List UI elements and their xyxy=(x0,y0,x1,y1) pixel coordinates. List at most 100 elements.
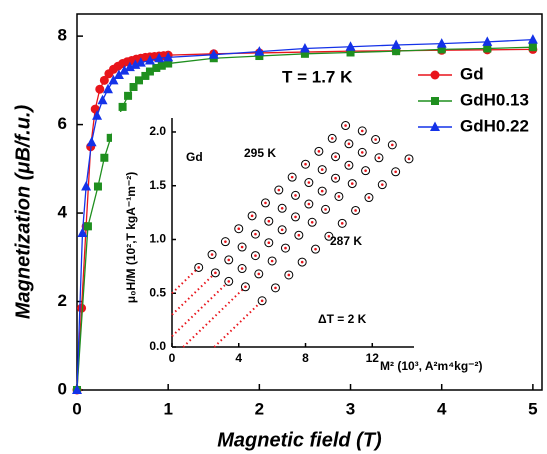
fit-line xyxy=(171,272,217,316)
x-tick-label: 8 xyxy=(302,351,309,365)
marker xyxy=(163,51,174,62)
data-point-center xyxy=(277,188,281,192)
marker xyxy=(483,44,492,53)
marker xyxy=(391,39,402,49)
data-point-center xyxy=(340,222,344,225)
data-point-center xyxy=(240,245,244,249)
y-tick-label: 0.5 xyxy=(149,285,166,299)
marker xyxy=(100,153,109,162)
data-point-center xyxy=(280,207,284,210)
marker xyxy=(106,133,115,142)
marker xyxy=(299,43,310,53)
marker xyxy=(103,83,113,94)
marker xyxy=(164,59,173,68)
data-point-center xyxy=(250,214,254,218)
marker xyxy=(93,182,102,191)
marker xyxy=(135,76,143,85)
data-point-center xyxy=(237,227,241,231)
y-tick-label: 4 xyxy=(58,203,68,222)
marker xyxy=(392,47,401,56)
fit-line xyxy=(213,300,263,348)
data-point-center xyxy=(254,232,257,236)
data-point-center xyxy=(320,189,324,193)
x-tick-label: 4 xyxy=(437,399,447,418)
data-point-center xyxy=(330,137,334,140)
legend-label: GdH0.22 xyxy=(460,116,529,135)
data-point-center xyxy=(380,183,384,186)
annotation: 287 K xyxy=(330,234,362,248)
y-tick-label: 0 xyxy=(58,379,67,398)
data-point-center xyxy=(307,181,311,184)
data-point-center xyxy=(244,285,247,289)
data-point-center xyxy=(214,271,217,275)
data-point-center xyxy=(320,168,324,171)
marker xyxy=(92,110,103,120)
marker xyxy=(77,227,88,237)
x-tick-label: 12 xyxy=(366,351,380,365)
marker xyxy=(141,71,150,80)
fit-line xyxy=(182,286,247,348)
data-point-center xyxy=(327,234,331,238)
data-point-center xyxy=(360,129,364,133)
data-point-center xyxy=(360,151,364,154)
data-point-center xyxy=(264,201,267,205)
data-point-center xyxy=(267,219,271,223)
data-point-center xyxy=(344,124,347,127)
data-point-center xyxy=(290,175,294,179)
marker xyxy=(72,384,82,394)
x-tick-label: 4 xyxy=(235,351,242,365)
data-point-center xyxy=(284,246,287,250)
data-point-center xyxy=(391,143,394,147)
marker xyxy=(99,75,109,85)
data-point-center xyxy=(374,138,377,141)
data-point-center xyxy=(227,280,231,283)
x-tick-label: 2 xyxy=(255,399,264,418)
marker xyxy=(113,69,124,80)
data-point-center xyxy=(394,170,397,174)
marker xyxy=(95,84,105,94)
x-axis-label: Magnetic field (T) xyxy=(217,429,382,451)
marker xyxy=(436,38,447,48)
marker xyxy=(528,43,537,52)
data-point-center xyxy=(267,241,271,245)
x-tick-label: 3 xyxy=(346,399,355,418)
marker xyxy=(255,52,264,61)
marker xyxy=(482,36,493,46)
data-point-center xyxy=(324,208,327,211)
marker xyxy=(97,94,108,105)
x-tick-label: 5 xyxy=(528,399,537,418)
data-point-center xyxy=(304,162,307,166)
data-point-center xyxy=(274,286,277,290)
fit-line xyxy=(171,266,200,294)
data-point-center xyxy=(367,196,371,199)
data-point-center xyxy=(260,299,264,303)
y-tick-label: 8 xyxy=(58,26,67,45)
data-point-center xyxy=(407,157,411,161)
y-tick-label: 2.0 xyxy=(149,124,166,138)
marker xyxy=(119,65,130,75)
marker xyxy=(431,97,439,105)
data-point-center xyxy=(287,273,291,277)
data-point-center xyxy=(310,220,314,224)
marker xyxy=(346,48,355,57)
marker xyxy=(437,45,446,54)
marker xyxy=(144,54,155,65)
data-point-center xyxy=(280,228,284,232)
y-axis-label: Magnetization (μB/f.u.) xyxy=(12,105,34,320)
annotation: Gd xyxy=(186,150,203,164)
data-point-center xyxy=(224,240,227,243)
y-tick-label: 0.0 xyxy=(149,339,166,353)
data-point-center xyxy=(337,195,341,198)
data-point-center xyxy=(354,209,357,212)
data-point-center xyxy=(314,247,317,251)
x-tick-label: 0 xyxy=(169,351,176,365)
marker xyxy=(118,102,127,111)
marker xyxy=(527,34,538,44)
x-tick-label: 1 xyxy=(163,399,172,418)
marker xyxy=(430,70,440,80)
data-point-center xyxy=(347,164,351,167)
y-tick-label: 1.5 xyxy=(149,178,166,192)
marker xyxy=(154,52,165,63)
data-point-center xyxy=(317,150,321,153)
marker xyxy=(145,67,154,76)
